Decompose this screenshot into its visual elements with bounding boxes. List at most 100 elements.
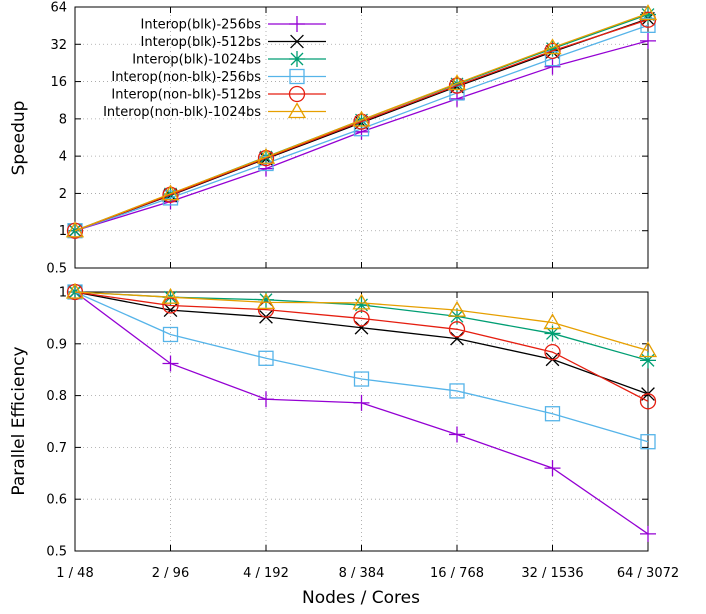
top-series-line <box>74 19 649 232</box>
top-data-point <box>640 17 656 34</box>
bottom-data-point <box>162 326 179 343</box>
top-y-tick-label: 2 <box>59 187 67 202</box>
bottom-series-4 <box>66 283 657 410</box>
bottom-data-point <box>544 460 561 477</box>
bottom-y-tick-label: 0.8 <box>46 389 67 404</box>
bottom-data-point <box>258 350 274 366</box>
legend-swatch-marker <box>290 34 304 49</box>
legend-swatch-marker <box>289 16 305 32</box>
legend-swatch-marker <box>288 85 306 103</box>
legend-item: Interop(blk)-256bs <box>141 16 326 33</box>
top-ticks: 0.5 1 2 4 8 16 32 64 <box>46 1 649 277</box>
x-tick-label: 2 / 96 <box>152 566 189 581</box>
bottom-data-point <box>449 383 465 399</box>
top-data-point <box>544 51 561 67</box>
bottom-series-line <box>74 291 649 402</box>
bottom-data-point <box>448 321 466 338</box>
top-data-point <box>257 149 275 167</box>
bottom-data-point <box>354 320 369 335</box>
bottom-series-layer <box>65 282 658 542</box>
bottom-data-point <box>353 310 370 327</box>
top-data-point <box>65 221 85 238</box>
legend-item: Interop(non-blk)-1024bs <box>103 102 326 120</box>
legend-item: Interop(blk)-512bs <box>141 34 326 50</box>
bottom-y-tick-label: 0.6 <box>46 493 67 508</box>
bottom-data-point <box>258 291 274 308</box>
legend-swatch-marker <box>287 102 307 119</box>
top-y-tick-label: 0.5 <box>46 262 67 277</box>
top-y-tick-label: 32 <box>50 38 67 53</box>
bottom-y-tick-label: 0.5 <box>46 545 67 560</box>
x-tick-label: 64 / 3072 <box>617 566 679 581</box>
legend: Interop(blk)-256bs Interop(blk)-512bs Inte… <box>103 16 326 120</box>
bottom-data-point <box>639 393 657 410</box>
bottom-data-point <box>640 352 656 369</box>
top-series-5 <box>65 4 658 238</box>
legend-item: Interop(blk)-1024bs <box>132 51 326 68</box>
x-tick-label: 32 / 1536 <box>521 566 583 581</box>
legend-label: Interop(blk)-1024bs <box>132 53 261 68</box>
bottom-data-point <box>352 293 371 310</box>
bottom-data-point <box>544 325 561 342</box>
bottom-data-point <box>638 341 658 358</box>
bottom-data-point <box>161 287 180 304</box>
bottom-data-point <box>162 355 179 372</box>
top-y-tick-label: 64 <box>50 1 67 16</box>
legend-item: Interop(non-blk)-256bs <box>111 68 326 85</box>
x-axis-label: Nodes / Cores <box>302 588 420 608</box>
top-y-axis-label: Speedup <box>9 101 29 176</box>
legend-label: Interop(non-blk)-1024bs <box>103 105 261 120</box>
bottom-y-tick-label: 1 <box>59 286 67 301</box>
top-data-point <box>638 4 658 21</box>
top-data-point <box>161 184 180 201</box>
bottom-data-point <box>258 391 274 408</box>
bottom-y-tick-label: 0.7 <box>46 441 67 456</box>
bottom-data-point <box>543 313 562 330</box>
top-data-point <box>448 77 466 94</box>
legend-swatch-marker <box>289 51 305 67</box>
bottom-y-axis-label: Parallel Efficiency <box>9 346 29 495</box>
bottom-data-point <box>544 343 561 361</box>
x-tick-label: 16 / 768 <box>430 566 484 581</box>
top-y-tick-label: 8 <box>59 112 67 127</box>
top-data-point <box>352 110 371 127</box>
bottom-series-line <box>74 291 649 352</box>
top-data-point <box>640 6 656 23</box>
top-y-tick-label: 4 <box>59 150 67 165</box>
bottom-data-point <box>449 426 465 443</box>
top-data-point <box>447 74 467 91</box>
top-data-point <box>162 186 179 203</box>
bottom-series-5 <box>65 282 658 358</box>
x-tick-label: 4 / 192 <box>243 566 289 581</box>
bottom-data-point <box>447 300 467 317</box>
legend-label: Interop(non-blk)-512bs <box>111 88 261 103</box>
x-tick-label: 8 / 384 <box>339 566 385 581</box>
bottom-data-point <box>353 371 370 387</box>
top-data-point <box>640 32 656 49</box>
bottom-data-point <box>65 282 85 299</box>
legend-swatch-marker <box>289 68 305 85</box>
top-series-line <box>74 12 649 232</box>
top-y-tick-label: 16 <box>50 75 67 90</box>
legend-label: Interop(blk)-512bs <box>141 35 262 50</box>
bottom-data-point <box>353 296 370 313</box>
bottom-data-point <box>353 394 370 411</box>
bottom-y-tick-label: 0.9 <box>46 337 67 352</box>
bottom-data-point <box>640 525 656 542</box>
bottom-ticks: 0.5 0.6 0.7 0.8 0.9 1 1 / 48 2 / 96 4 / 192 8 / 3… <box>46 286 679 582</box>
bottom-data-point <box>450 331 464 346</box>
legend-label: Interop(blk)-256bs <box>141 18 262 33</box>
top-data-point <box>544 58 561 75</box>
bottom-data-point <box>162 297 179 314</box>
top-data-point <box>256 147 276 164</box>
bottom-data-point <box>256 293 276 310</box>
top-series-layer <box>65 4 658 239</box>
bottom-series-line <box>74 291 649 443</box>
legend-label: Interop(non-blk)-256bs <box>111 70 261 85</box>
legend-item: Interop(non-blk)-512bs <box>111 85 326 103</box>
bottom-data-point <box>544 406 561 422</box>
x-tick-label: 1 / 48 <box>56 566 93 581</box>
bottom-data-point <box>640 434 656 450</box>
